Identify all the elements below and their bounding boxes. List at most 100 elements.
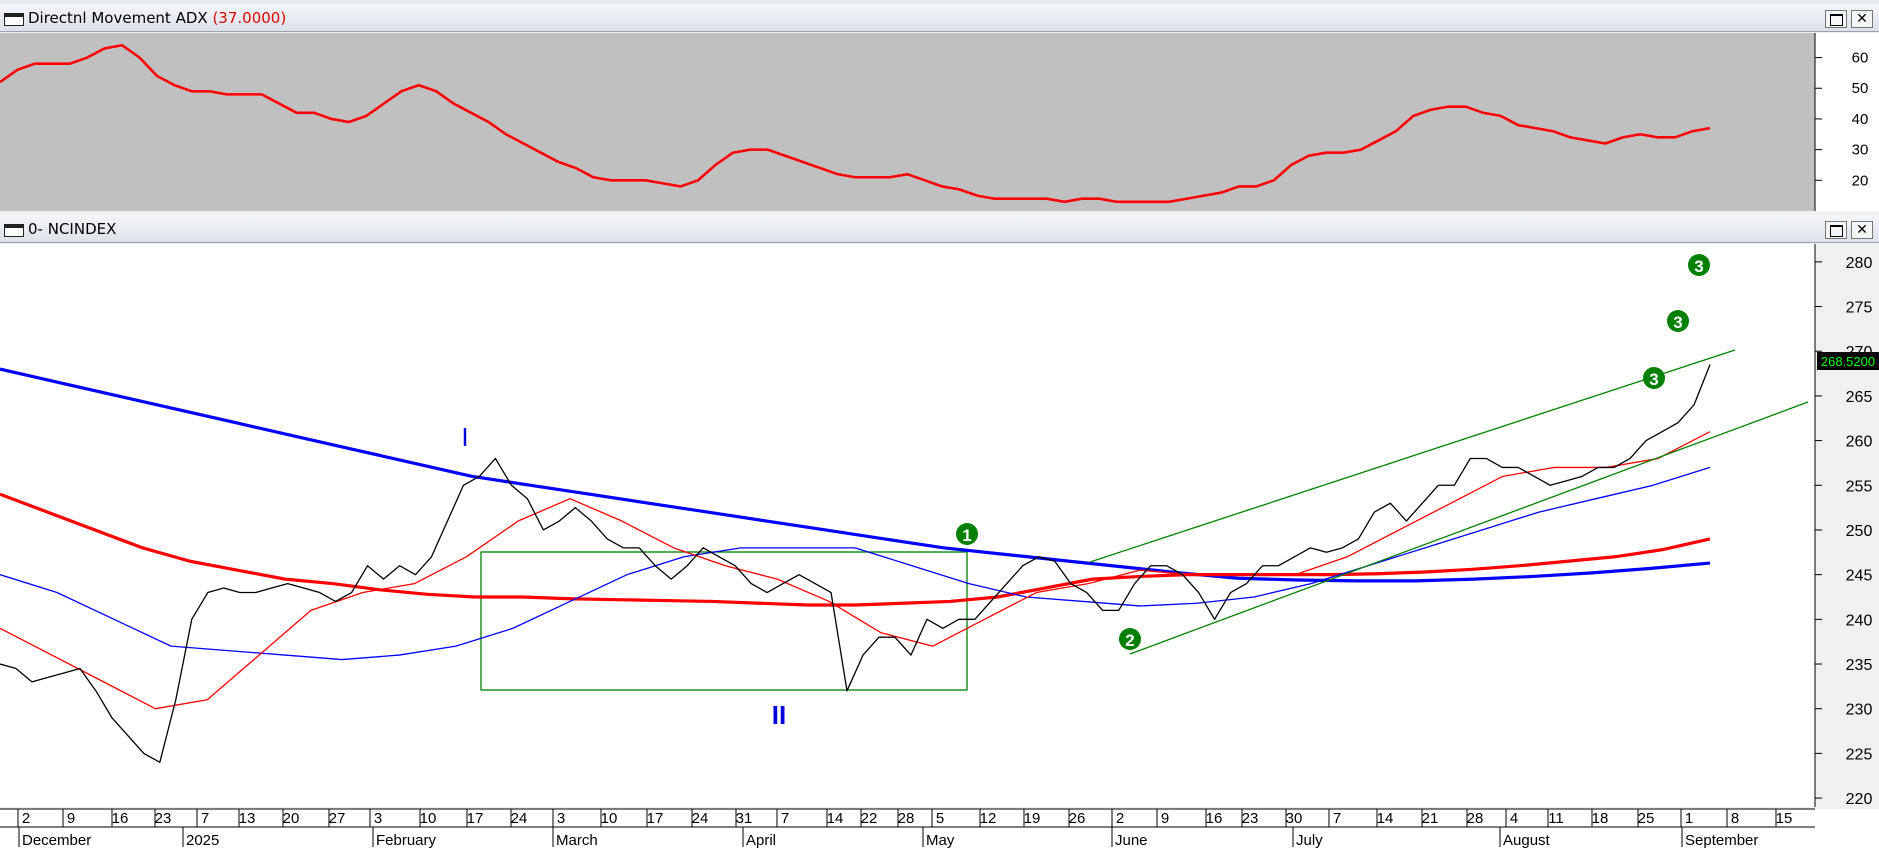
x-day-label: 28 bbox=[898, 810, 915, 827]
price-tick-label: 260 bbox=[1846, 434, 1873, 451]
x-day-label: 19 bbox=[1024, 810, 1041, 827]
price-tick-label: 245 bbox=[1846, 568, 1873, 585]
x-day-label: 1 bbox=[1685, 810, 1693, 827]
price-tick-label: 275 bbox=[1846, 300, 1873, 317]
price-tick-label: 225 bbox=[1846, 746, 1873, 763]
x-month-label: September bbox=[1685, 832, 1758, 849]
adx-line bbox=[0, 43, 1711, 204]
x-day-label: 8 bbox=[1731, 810, 1739, 827]
last-price-box bbox=[1817, 352, 1879, 370]
x-day-label: 7 bbox=[1333, 810, 1341, 827]
x-day-label: 10 bbox=[601, 810, 618, 827]
adx-panel-titlebar: Directnl Movement ADX (37.0000) bbox=[0, 4, 1879, 32]
window-menu-icon[interactable] bbox=[4, 224, 24, 237]
x-month-label: August bbox=[1503, 832, 1551, 849]
x-day-label: 10 bbox=[420, 810, 437, 827]
x-day-label: 28 bbox=[1467, 810, 1484, 827]
x-day-label: 2 bbox=[22, 810, 30, 827]
x-day-label: 24 bbox=[692, 810, 709, 827]
adx-current-value: (37.0000) bbox=[212, 9, 287, 27]
x-day-label: 17 bbox=[647, 810, 664, 827]
ma-blue-thick-line bbox=[0, 367, 1711, 583]
x-day-label: 15 bbox=[1776, 810, 1793, 827]
x-day-label: 24 bbox=[511, 810, 528, 827]
x-day-label: 23 bbox=[155, 810, 172, 827]
x-day-label: 14 bbox=[827, 810, 844, 827]
x-day-label: 31 bbox=[736, 810, 753, 827]
x-day-label: 16 bbox=[112, 810, 129, 827]
adx-tick-label: 40 bbox=[1852, 111, 1869, 128]
wave-label-i: I bbox=[461, 422, 468, 452]
marker-3c: 3 bbox=[1643, 367, 1665, 389]
x-day-label: 21 bbox=[1422, 810, 1439, 827]
x-month-label: February bbox=[376, 832, 437, 849]
x-axis-area bbox=[0, 809, 1879, 854]
x-month-label: 2025 bbox=[186, 832, 219, 849]
adx-axis-area bbox=[1815, 33, 1879, 211]
maximize-button[interactable] bbox=[1825, 221, 1847, 239]
x-month-label: March bbox=[556, 832, 598, 849]
marker-1-text: 1 bbox=[962, 526, 971, 545]
marker-3a: 3 bbox=[1688, 254, 1710, 276]
x-day-label: 13 bbox=[239, 810, 256, 827]
x-day-label: 5 bbox=[936, 810, 944, 827]
adx-tick-label: 20 bbox=[1852, 172, 1869, 189]
marker-1: 1 bbox=[956, 523, 978, 545]
marker-3b: 3 bbox=[1667, 310, 1689, 332]
x-day-label: 14 bbox=[1377, 810, 1394, 827]
marker-3a-text: 3 bbox=[1694, 257, 1703, 276]
price-tick-label: 265 bbox=[1846, 389, 1873, 406]
x-day-label: 3 bbox=[374, 810, 382, 827]
price-tick-label: 255 bbox=[1846, 478, 1873, 495]
adx-panel-title: Directnl Movement ADX (37.0000) bbox=[28, 9, 286, 27]
x-day-label: 11 bbox=[1548, 810, 1564, 827]
x-day-label: 12 bbox=[980, 810, 997, 827]
ma-blue-thin-line bbox=[0, 466, 1711, 661]
window-menu-icon[interactable] bbox=[4, 13, 24, 26]
x-day-label: 25 bbox=[1638, 810, 1655, 827]
range-box bbox=[480, 551, 968, 691]
channel-lower-line bbox=[1129, 401, 1809, 655]
x-day-label: 26 bbox=[1069, 810, 1086, 827]
channel-upper-line bbox=[1089, 349, 1736, 563]
x-day-label: 4 bbox=[1510, 810, 1518, 827]
price-line bbox=[0, 364, 1711, 763]
x-month-label: May bbox=[926, 832, 955, 849]
x-day-label: 9 bbox=[67, 810, 75, 827]
x-day-label: 18 bbox=[1592, 810, 1609, 827]
close-button[interactable] bbox=[1851, 10, 1873, 28]
x-day-label: 7 bbox=[201, 810, 209, 827]
ma-red-thin-line bbox=[0, 431, 1711, 710]
wave-label-ii: II bbox=[772, 700, 786, 730]
x-day-label: 30 bbox=[1286, 810, 1303, 827]
x-day-label: 7 bbox=[781, 810, 789, 827]
close-button[interactable] bbox=[1851, 221, 1873, 239]
marker-3c-text: 3 bbox=[1649, 370, 1658, 389]
price-tick-label: 235 bbox=[1846, 657, 1873, 674]
adx-title-text: Directnl Movement ADX bbox=[28, 9, 208, 27]
adx-tick-label: 60 bbox=[1852, 50, 1869, 67]
x-day-label: 17 bbox=[467, 810, 484, 827]
x-day-label: 2 bbox=[1116, 810, 1124, 827]
x-day-label: 23 bbox=[1242, 810, 1259, 827]
adx-plot-area[interactable] bbox=[0, 33, 1815, 211]
marker-3b-text: 3 bbox=[1673, 313, 1682, 332]
price-tick-label: 240 bbox=[1846, 612, 1873, 629]
marker-2: 2 bbox=[1119, 628, 1141, 650]
x-day-label: 16 bbox=[1206, 810, 1223, 827]
x-day-label: 20 bbox=[283, 810, 300, 827]
maximize-button[interactable] bbox=[1825, 10, 1847, 28]
x-month-label: April bbox=[746, 832, 776, 849]
price-tick-label: 250 bbox=[1846, 523, 1873, 540]
x-month-label: December bbox=[22, 832, 91, 849]
x-month-label: July bbox=[1296, 832, 1323, 849]
price-panel-title: 0- NCINDEX bbox=[28, 220, 117, 238]
price-tick-label: 280 bbox=[1846, 255, 1873, 272]
price-panel-titlebar: 0- NCINDEX bbox=[0, 215, 1879, 243]
last-price-label: 268.5200 bbox=[1821, 354, 1875, 369]
adx-tick-label: 30 bbox=[1852, 142, 1869, 159]
adx-tick-label: 50 bbox=[1852, 80, 1869, 97]
price-plot-area[interactable] bbox=[0, 244, 1815, 807]
x-day-label: 22 bbox=[861, 810, 878, 827]
